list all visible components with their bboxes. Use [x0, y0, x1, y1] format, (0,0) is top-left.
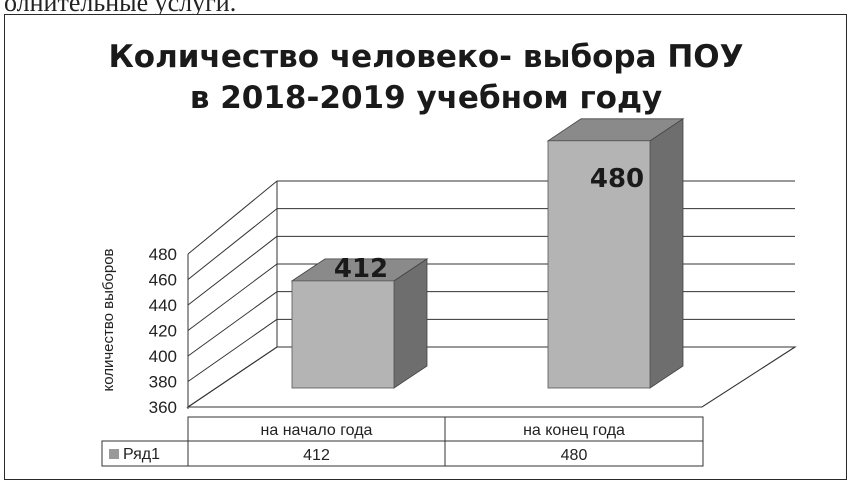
data-label: 412 — [334, 254, 388, 284]
bar-front-1 — [547, 140, 651, 389]
legend-series-label: Ряд1 — [123, 446, 160, 463]
y-tick-label: 360 — [149, 398, 177, 417]
y-axis-label: количество выборов — [100, 248, 117, 391]
chart-title: Количество человеко- выбора ПОУ в 2018-2… — [108, 39, 743, 116]
x-category-label: на начало года — [261, 422, 373, 439]
page-top-text: олнительные услуги. — [4, 0, 237, 17]
gridline-side-400 — [187, 291, 278, 357]
table-data-row — [101, 440, 704, 467]
y-axis-ticks: 360 380 400 420 440 460 480 — [149, 245, 177, 417]
y-tick-label: 420 — [149, 322, 177, 341]
chart-title-line-1: Количество человеко- выбора ПОУ — [108, 39, 743, 75]
y-tick-label: 460 — [149, 271, 177, 290]
bar-side-0 — [393, 258, 428, 389]
gridline-side-460 — [187, 208, 278, 280]
table-cell-value: 412 — [303, 447, 330, 464]
chart-walls — [186, 181, 797, 409]
y-tick-label: 440 — [149, 296, 177, 315]
gridline-side-420 — [187, 263, 278, 331]
bars — [290, 118, 685, 389]
y-tick-label: 480 — [149, 245, 177, 264]
chart-floor — [186, 346, 797, 408]
y-tick-label: 380 — [149, 373, 177, 392]
gridline-side-480 — [187, 180, 278, 255]
bar-front-0 — [291, 280, 395, 389]
gridlines — [187, 180, 795, 408]
gridline-side-380 — [187, 318, 278, 382]
gridline-side-440 — [187, 235, 278, 306]
data-table: на начало года 412 на конец года 480 Ряд1 — [101, 416, 704, 467]
chart-title-line-2: в 2018-2019 учебном году — [190, 80, 662, 116]
table-cell-value: 480 — [561, 447, 588, 464]
bar-side-1 — [649, 118, 684, 389]
y-tick-label: 400 — [149, 347, 177, 366]
legend-key-swatch — [109, 449, 119, 459]
chart-svg: Количество человеко- выбора ПОУ в 2018-2… — [100, 39, 797, 467]
data-label: 480 — [590, 164, 644, 194]
data-labels: 412 480 — [334, 164, 644, 284]
chart-frame: Количество человеко- выбора ПОУ в 2018-2… — [4, 14, 847, 480]
gridline-side-360 — [187, 346, 278, 408]
x-category-label: на конец года — [523, 422, 625, 439]
